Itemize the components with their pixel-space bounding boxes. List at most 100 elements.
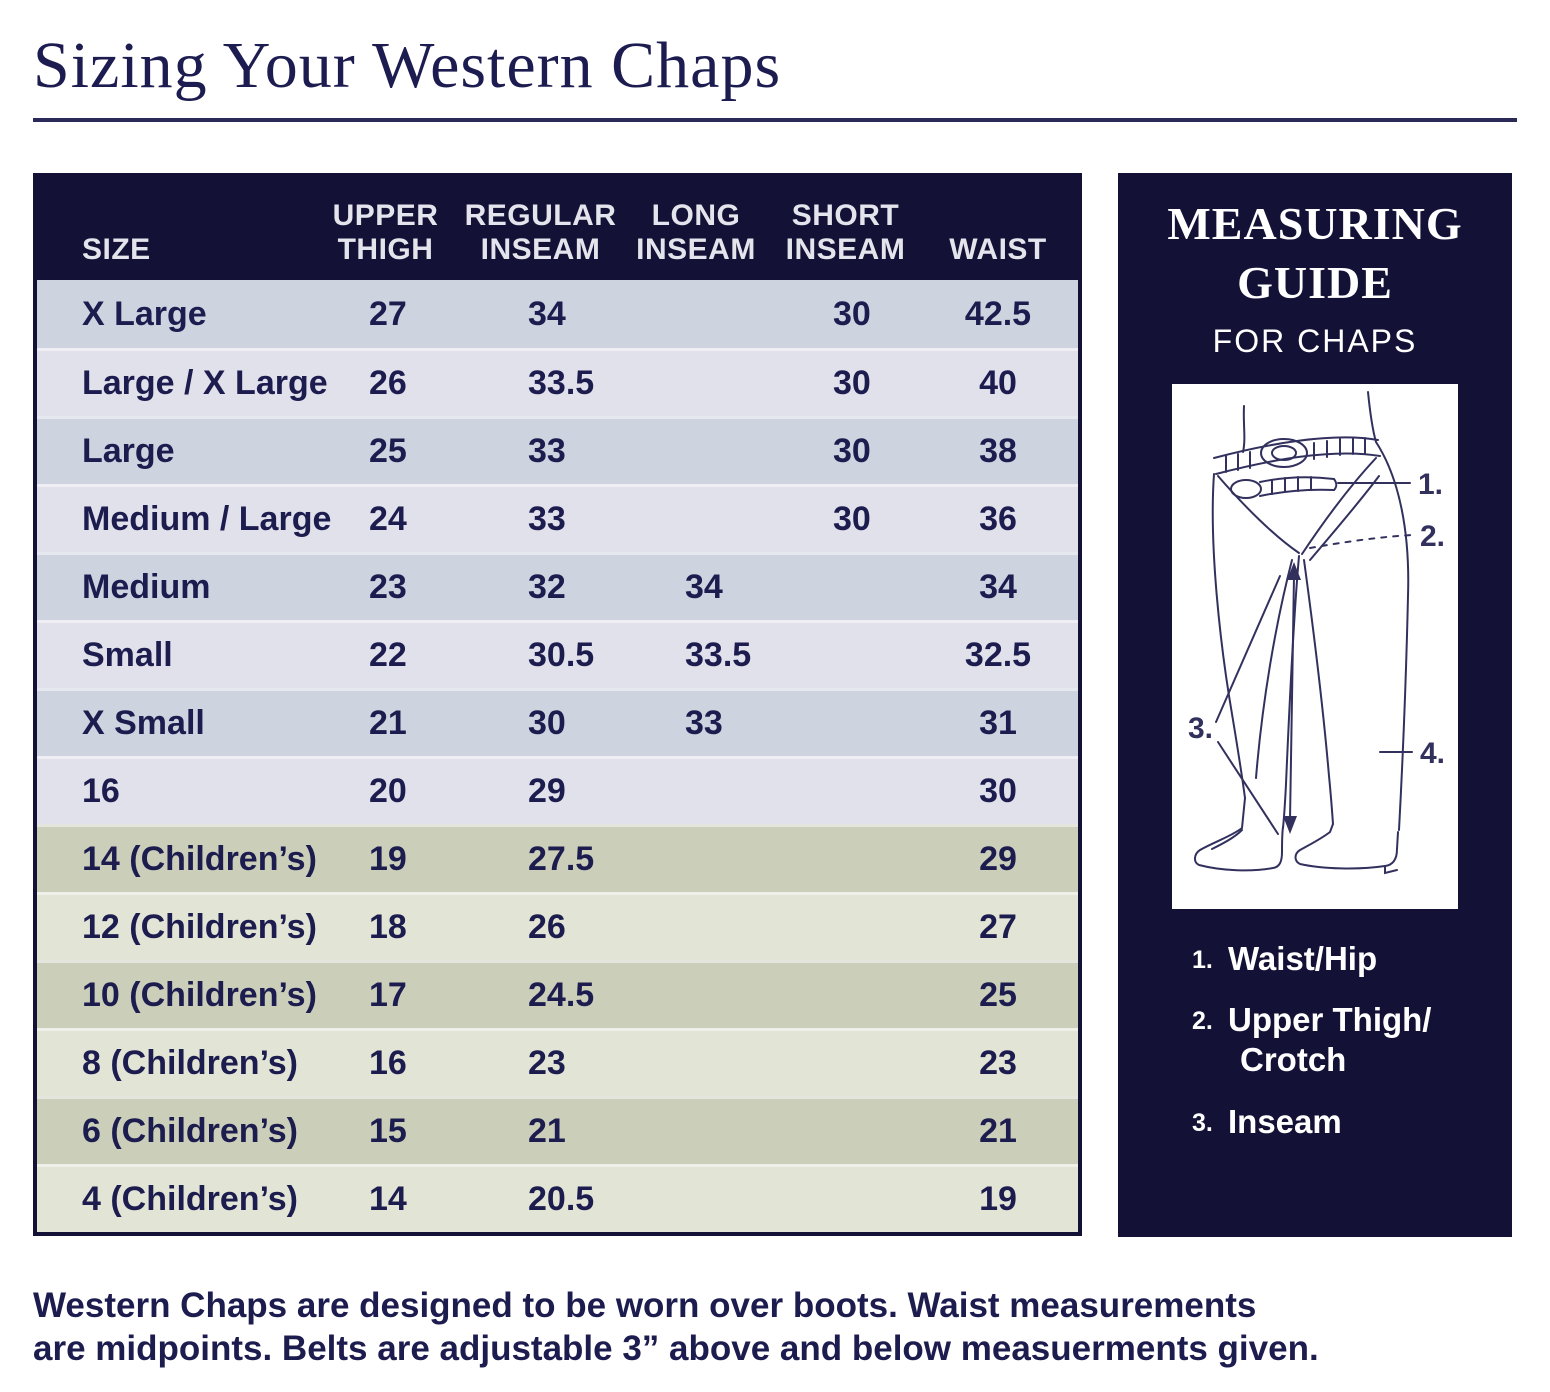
size-cell: 12 (Children’s) bbox=[82, 908, 317, 946]
short_inseam-cell: 30 bbox=[833, 500, 871, 538]
size-cell: X Large bbox=[82, 294, 207, 333]
upper_thigh-cell: 18 bbox=[369, 908, 407, 946]
table-row: Large 25 33 30 38 bbox=[37, 416, 1078, 484]
waist-cell: 36 bbox=[979, 500, 1017, 538]
regular_inseam-cell: 33 bbox=[528, 432, 566, 470]
guide-title-line2: GUIDE bbox=[1237, 256, 1393, 308]
column-header-short_inseam: SHORT INSEAM bbox=[785, 199, 906, 267]
legend-label: Inseam bbox=[1228, 1102, 1342, 1140]
guide-title-line1: MEASURING bbox=[1167, 198, 1463, 249]
waist-cell: 27 bbox=[979, 908, 1017, 946]
column-header-long_inseam: LONG INSEAM bbox=[636, 199, 756, 267]
short_inseam-cell: 30 bbox=[833, 432, 871, 470]
regular_inseam-cell: 21 bbox=[528, 1112, 566, 1150]
callout-4: 4. bbox=[1420, 737, 1445, 770]
regular_inseam-cell: 29 bbox=[528, 772, 566, 810]
size-cell: Medium bbox=[82, 568, 211, 606]
upper_thigh-cell: 22 bbox=[369, 636, 407, 674]
table-header-row: SIZE UPPER THIGH REGULAR INSEAM LONG INSEAM SHO… bbox=[37, 177, 1078, 280]
guide-title: MEASURING GUIDE bbox=[1167, 195, 1462, 313]
regular_inseam-cell: 30.5 bbox=[528, 636, 595, 674]
upper_thigh-cell: 19 bbox=[369, 840, 407, 878]
upper_thigh-cell: 27 bbox=[369, 294, 407, 333]
chaps-line-drawing-icon: 1. 2. 3. 4. bbox=[1188, 390, 1445, 875]
footer-line2: are midpoints. Belts are adjustable 3” a… bbox=[33, 1329, 1319, 1369]
regular_inseam-cell: 34 bbox=[528, 294, 566, 333]
chaps-diagram: 1. 2. 3. 4. bbox=[1172, 383, 1458, 909]
regular_inseam-cell: 33.5 bbox=[528, 364, 595, 402]
waist-cell: 21 bbox=[979, 1112, 1017, 1150]
upper_thigh-cell: 23 bbox=[369, 568, 407, 606]
waist-cell: 31 bbox=[979, 704, 1017, 742]
table-row: Small 22 30.5 33.5 32.5 bbox=[37, 620, 1078, 688]
page-title: Sizing Your Western Chaps bbox=[33, 29, 782, 102]
column-header-upper_thigh: UPPER THIGH bbox=[332, 199, 439, 267]
legend-label: Upper Thigh/Crotch bbox=[1228, 1001, 1432, 1079]
upper_thigh-cell: 14 bbox=[369, 1180, 407, 1218]
size-cell: Large bbox=[82, 432, 175, 470]
long_inseam-cell: 33.5 bbox=[685, 636, 752, 674]
table-row: 14 (Children’s) 19 27.5 29 bbox=[37, 824, 1078, 892]
table-row: 16 20 29 30 bbox=[37, 756, 1078, 824]
waist-cell: 40 bbox=[979, 364, 1017, 402]
waist-cell: 19 bbox=[979, 1180, 1017, 1218]
waist-cell: 34 bbox=[979, 568, 1017, 606]
size-cell: X Small bbox=[82, 704, 205, 742]
waist-cell: 29 bbox=[979, 840, 1017, 878]
table-row: 6 (Children’s) 15 21 21 bbox=[37, 1096, 1078, 1164]
measuring-legend: 1. Waist/Hip 2. Upper Thigh/Crotch 3. Inseam bbox=[1118, 939, 1431, 1163]
footer-line1: Western Chaps are designed to be worn ov… bbox=[33, 1286, 1257, 1325]
long_inseam-cell: 34 bbox=[685, 568, 723, 606]
title-divider bbox=[33, 118, 1517, 122]
legend-item: 2. Upper Thigh/Crotch bbox=[1192, 1000, 1431, 1081]
waist-cell: 25 bbox=[979, 976, 1017, 1014]
upper_thigh-cell: 15 bbox=[369, 1112, 407, 1150]
size-cell: 8 (Children’s) bbox=[82, 1044, 298, 1082]
table-row: 12 (Children’s) 18 26 27 bbox=[37, 892, 1078, 960]
size-cell: 16 bbox=[82, 772, 120, 810]
table-row: Medium 23 32 34 34 bbox=[37, 552, 1078, 620]
regular_inseam-cell: 26 bbox=[528, 908, 566, 946]
table-row: 4 (Children’s) 14 20.5 19 bbox=[37, 1164, 1078, 1232]
column-header-regular_inseam: REGULAR INSEAM bbox=[464, 199, 617, 267]
table-row: Large / X Large 26 33.5 30 40 bbox=[37, 348, 1078, 416]
footer-note: Western Chaps are designed to be worn ov… bbox=[33, 1284, 1517, 1371]
upper_thigh-cell: 25 bbox=[369, 432, 407, 470]
size-cell: Medium / Large bbox=[82, 500, 332, 538]
waist-cell: 38 bbox=[979, 432, 1017, 470]
upper_thigh-cell: 17 bbox=[369, 976, 407, 1014]
callout-3: 3. bbox=[1188, 712, 1213, 745]
legend-number: 2. bbox=[1192, 1007, 1213, 1035]
legend-number: 3. bbox=[1192, 1108, 1213, 1137]
waist-cell: 30 bbox=[979, 772, 1017, 810]
table-row: 10 (Children’s) 17 24.5 25 bbox=[37, 960, 1078, 1028]
size-cell: Large / X Large bbox=[82, 364, 328, 402]
legend-number: 1. bbox=[1192, 945, 1213, 974]
long_inseam-cell: 33 bbox=[685, 704, 723, 742]
size-cell: 6 (Children’s) bbox=[82, 1112, 298, 1150]
column-header-size: SIZE bbox=[82, 233, 151, 267]
main-content: SIZE UPPER THIGH REGULAR INSEAM LONG INSEAM SHO… bbox=[33, 173, 1517, 1237]
short_inseam-cell: 30 bbox=[833, 364, 871, 402]
regular_inseam-cell: 20.5 bbox=[528, 1180, 595, 1218]
column-header-waist: WAIST bbox=[949, 233, 1047, 267]
upper_thigh-cell: 26 bbox=[369, 364, 407, 402]
callout-1: 1. bbox=[1418, 468, 1443, 501]
legend-item: 3. Inseam bbox=[1192, 1102, 1431, 1142]
table-row: X Small 21 30 33 31 bbox=[37, 688, 1078, 756]
regular_inseam-cell: 33 bbox=[528, 500, 566, 538]
measuring-guide-panel: MEASURING GUIDE FOR CHAPS bbox=[1118, 173, 1512, 1237]
table-row: 8 (Children’s) 16 23 23 bbox=[37, 1028, 1078, 1096]
table-body: X Large 27 34 30 42.5 Large / X Large 26 33.5 30… bbox=[37, 280, 1078, 1232]
table-row: Medium / Large 24 33 30 36 bbox=[37, 484, 1078, 552]
size-cell: 14 (Children’s) bbox=[82, 840, 317, 878]
upper_thigh-cell: 24 bbox=[369, 500, 407, 538]
sizing-table: SIZE UPPER THIGH REGULAR INSEAM LONG INSEAM SHO… bbox=[33, 173, 1082, 1236]
waist-cell: 23 bbox=[979, 1044, 1017, 1082]
regular_inseam-cell: 23 bbox=[528, 1044, 566, 1082]
upper_thigh-cell: 16 bbox=[369, 1044, 407, 1082]
legend-item: 1. Waist/Hip bbox=[1192, 939, 1431, 979]
regular_inseam-cell: 27.5 bbox=[528, 840, 595, 878]
waist-cell: 42.5 bbox=[964, 294, 1032, 333]
